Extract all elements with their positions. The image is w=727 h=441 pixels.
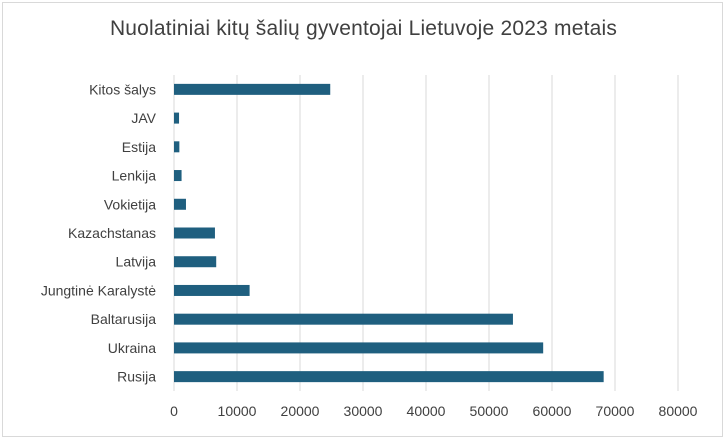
- bar: [174, 141, 180, 153]
- category-label: Latvija: [116, 254, 157, 270]
- category-label: Lenkija: [112, 168, 157, 184]
- x-tick-label: 10000: [218, 403, 257, 419]
- x-tick-label: 30000: [344, 403, 383, 419]
- bar: [174, 256, 217, 268]
- bar: [174, 227, 215, 239]
- x-tick-label: 40000: [407, 403, 446, 419]
- x-tick-label: 20000: [281, 403, 320, 419]
- x-tick-label: 0: [170, 403, 178, 419]
- category-label: JAV: [131, 110, 156, 126]
- x-tick-label: 50000: [470, 403, 509, 419]
- category-label: Baltarusija: [91, 311, 157, 327]
- bar: [174, 342, 544, 354]
- category-label: Jungtinė Karalystė: [41, 282, 156, 298]
- bar: [174, 371, 604, 383]
- category-label: Vokietija: [104, 196, 156, 212]
- bar: [174, 112, 180, 124]
- x-tick-label: 70000: [596, 403, 635, 419]
- category-label: Kazachstanas: [68, 225, 156, 241]
- x-tick-label: 60000: [533, 403, 572, 419]
- category-label: Kitos šalys: [89, 81, 156, 97]
- x-tick-labels: 0 10000 20000 30000 40000 50000 60000 70000 8000…: [170, 403, 698, 419]
- category-label: Ukraina: [108, 340, 156, 356]
- bar: [174, 170, 182, 182]
- bar: [174, 83, 331, 95]
- chart-title: Nuolatiniai kitų šalių gyventojai Lietuv…: [109, 17, 618, 40]
- category-labels: Rusija Ukraina Baltarusija Jungtinė Karalys…: [41, 81, 157, 384]
- bars: [174, 83, 604, 383]
- bar: [174, 313, 513, 325]
- gridlines: [173, 75, 679, 391]
- bar: [174, 284, 250, 296]
- category-label: Rusija: [117, 369, 156, 385]
- category-label: Estija: [122, 139, 156, 155]
- x-tick-label: 80000: [659, 403, 698, 419]
- bar: [174, 198, 186, 210]
